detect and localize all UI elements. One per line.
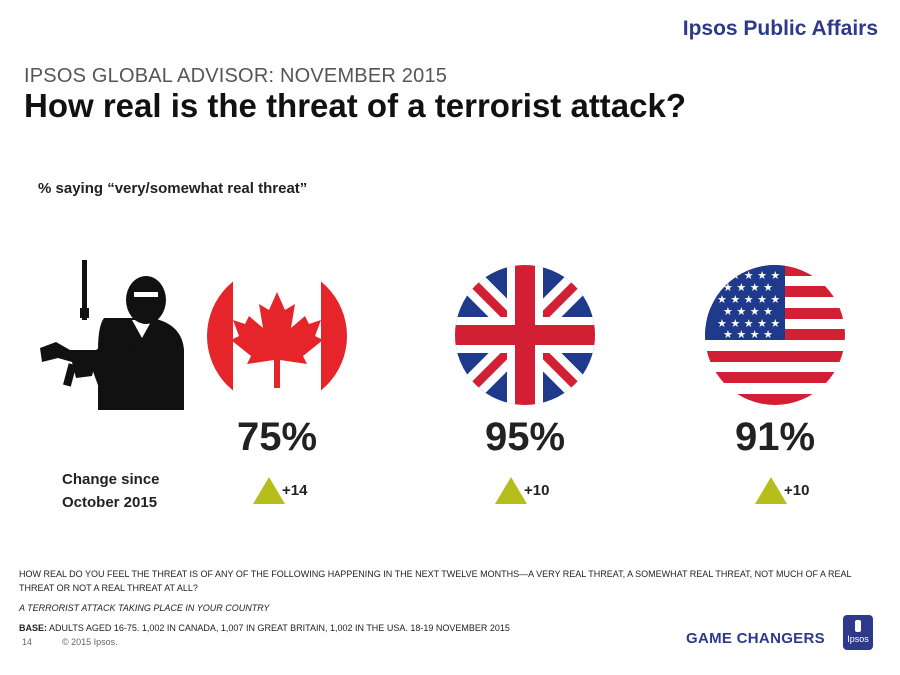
change-value-great-britain: +10	[524, 482, 550, 499]
survey-kicker: IPSOS GLOBAL ADVISOR: NOVEMBER 2015	[24, 65, 448, 87]
copyright: © 2015 Ipsos.	[62, 637, 118, 647]
brand-name: Ipsos Public Affairs	[682, 17, 878, 40]
survey-base: BASE: ADULTS AGED 16-75. 1,002 IN CANADA…	[19, 621, 510, 635]
logo-mark	[855, 620, 861, 632]
svg-text:★ ★ ★ ★ ★: ★ ★ ★ ★ ★	[717, 317, 780, 330]
survey-question: HOW REAL DO YOU FEEL THE THREAT IS OF AN…	[19, 569, 852, 593]
tagline: GAME CHANGERS	[686, 630, 825, 647]
base-text: ADULTS AGED 16-75. 1,002 IN CANADA, 1,00…	[47, 623, 510, 633]
change-label: Change since October 2015	[62, 468, 160, 514]
page-number: 14	[22, 637, 33, 647]
up-triangle-icon	[755, 477, 787, 504]
up-triangle-icon	[495, 477, 527, 504]
ipsos-logo: Ipsos	[843, 615, 873, 650]
base-label: BASE:	[19, 623, 48, 633]
svg-text:★ ★ ★ ★ ★: ★ ★ ★ ★ ★	[717, 293, 780, 306]
svg-text:★ ★ ★ ★: ★ ★ ★ ★	[723, 281, 773, 294]
value-label-usa: 91%	[734, 415, 816, 459]
up-triangle-icon	[253, 477, 285, 504]
masked-gunman-icon	[36, 258, 191, 410]
canada-flag-icon	[207, 266, 347, 406]
svg-text:★ ★ ★ ★: ★ ★ ★ ★	[723, 328, 773, 341]
change-value-canada: +14	[282, 482, 308, 499]
uk-flag-icon	[455, 265, 595, 405]
chart-subtitle: % saying “very/somewhat real threat”	[38, 180, 308, 197]
value-label-great-britain: 95%	[484, 415, 566, 459]
change-value-usa: +10	[784, 482, 810, 499]
svg-text:★ ★ ★ ★: ★ ★ ★ ★	[723, 305, 773, 318]
usa-flag-icon: ★ ★ ★ ★ ★ ★ ★ ★ ★ ★ ★ ★ ★ ★ ★ ★ ★ ★ ★ ★ …	[705, 265, 845, 405]
value-label-canada: 75%	[236, 415, 318, 459]
change-label-line2: October 2015	[62, 494, 158, 511]
survey-topic: A TERRORIST ATTACK TAKING PLACE IN YOUR …	[19, 603, 270, 613]
logo-text: Ipsos	[847, 634, 869, 644]
change-label-line1: Change since	[62, 471, 160, 488]
page-title: How real is the threat of a terrorist at…	[24, 87, 687, 124]
